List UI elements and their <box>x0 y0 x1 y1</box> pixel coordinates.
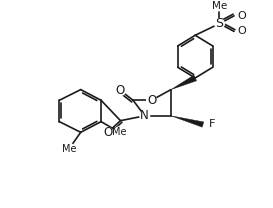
Circle shape <box>103 128 113 137</box>
Circle shape <box>215 19 224 28</box>
Text: Me: Me <box>212 1 227 11</box>
Circle shape <box>140 111 150 121</box>
Text: O: O <box>103 126 112 139</box>
Text: Me: Me <box>112 127 127 137</box>
Circle shape <box>147 95 156 105</box>
Text: F: F <box>209 119 215 129</box>
Circle shape <box>116 86 125 95</box>
Polygon shape <box>171 75 197 90</box>
Text: O: O <box>237 26 246 36</box>
Circle shape <box>114 127 125 138</box>
Text: O: O <box>116 84 125 97</box>
Text: S: S <box>215 17 224 30</box>
Polygon shape <box>171 116 204 127</box>
Text: O: O <box>237 11 246 21</box>
Text: N: N <box>140 109 149 122</box>
Text: Me: Me <box>62 144 76 154</box>
Text: O: O <box>147 94 156 107</box>
Circle shape <box>64 144 74 154</box>
